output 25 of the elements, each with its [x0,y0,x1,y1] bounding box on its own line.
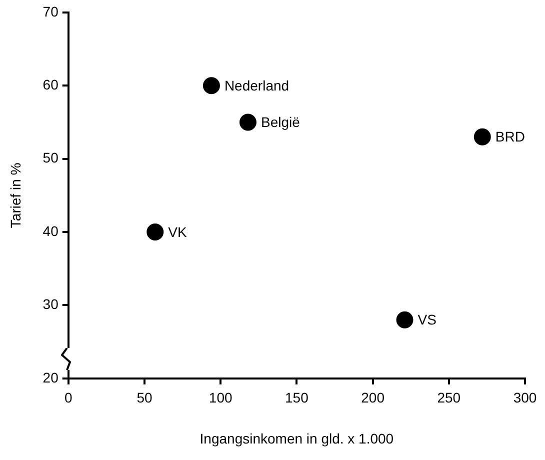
annotation: Nederland [224,77,290,94]
x-tick-label: 0 [64,390,72,406]
point [239,114,256,131]
annotation: België [260,114,300,130]
x-tick-label: 50 [136,390,152,406]
point [474,128,491,146]
annotation: VS [418,312,436,328]
x-tick-label: 250 [437,390,461,406]
point [202,77,220,94]
point [396,311,414,328]
x-tick-label: 100 [208,390,232,406]
y-tick-label: 20 [42,369,59,386]
y-tick-label: 60 [42,76,59,92]
x-tick-label: 200 [361,390,385,406]
y-axis-title: Tarief in % [7,162,24,228]
y-tick-label: 30 [42,296,59,312]
x-tick-label: 150 [285,390,309,406]
y-tick-label: 50 [42,150,59,166]
annotation: VK [168,224,188,240]
y-tick-label: 70 [42,3,59,20]
annotation: BRD [495,128,525,145]
y-tick-label: 40 [42,222,59,239]
x-axis-title: Ingangsinkomen in gld. x 1.000 [200,430,394,446]
point [146,224,164,240]
x-tick-label: 300 [513,390,537,406]
